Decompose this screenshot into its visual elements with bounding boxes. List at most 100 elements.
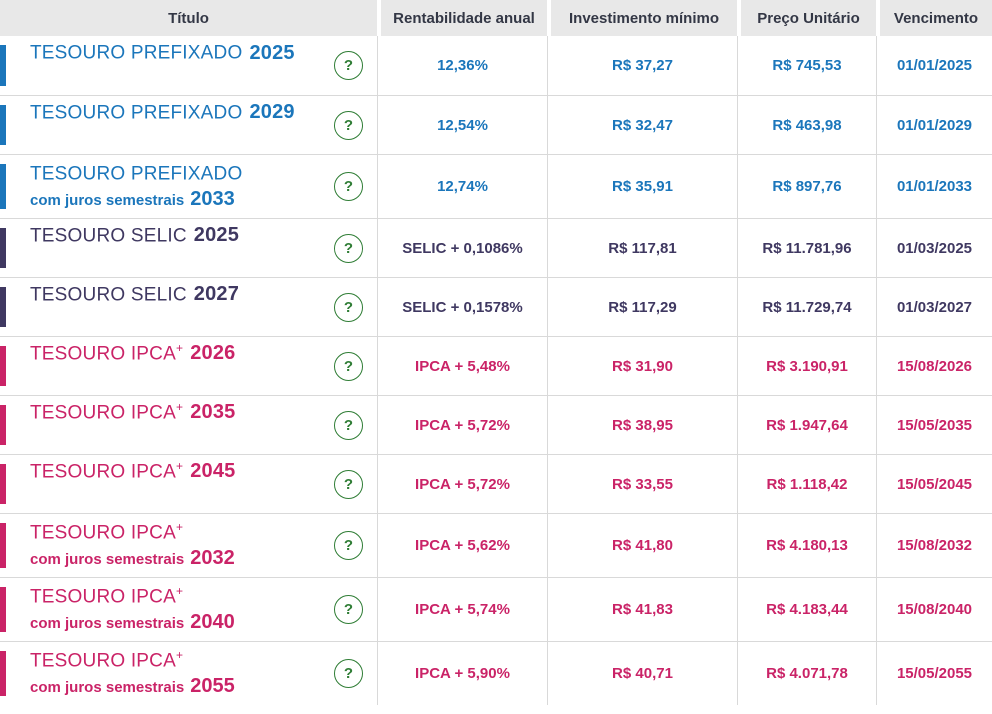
rentabilidade-value: SELIC + 0,1578% (377, 278, 547, 336)
bond-name: TESOURO PREFIXADO (30, 42, 243, 64)
bond-title: TESOURO IPCA+ 2035 (30, 400, 236, 450)
bond-title-cell: TESOURO PREFIXADO 2025 ? (0, 36, 377, 95)
help-button[interactable]: ? (334, 351, 363, 381)
investimento-value: R$ 37,27 (547, 36, 737, 95)
bond-subtitle-line: com juros semestrais 2033 (30, 187, 249, 212)
vencimento-value: 01/01/2033 (876, 155, 992, 218)
bond-title-cell: TESOURO IPCA+ 2026 ? (0, 337, 377, 395)
help-button[interactable]: ? (334, 233, 363, 263)
bond-subtitle-line (30, 66, 295, 91)
bond-color-bar (0, 523, 6, 568)
investimento-value: R$ 40,71 (547, 642, 737, 705)
bond-title: TESOURO PREFIXADO 2029 (30, 100, 295, 150)
preco-value: R$ 4.180,13 (737, 514, 876, 577)
table-row: TESOURO IPCA+ com juros semestrais 2055 ?… (0, 641, 992, 705)
question-icon: ? (343, 57, 354, 74)
investimento-value: R$ 41,83 (547, 578, 737, 641)
bond-name: TESOURO IPCA (30, 522, 176, 544)
table-row: TESOURO PREFIXADO 2029 ? 12,54% R$ 32,47 … (0, 95, 992, 154)
preco-value: R$ 463,98 (737, 96, 876, 154)
bond-subtitle-line (30, 307, 239, 332)
bond-year-line2: 2032 (190, 546, 235, 569)
bond-color-bar (0, 405, 6, 445)
bond-title: TESOURO PREFIXADO com juros semestrais 20… (30, 161, 249, 211)
investimento-value: R$ 32,47 (547, 96, 737, 154)
plus-sign: + (175, 458, 184, 473)
bond-title: TESOURO IPCA+ 2045 (30, 459, 236, 509)
bond-year-line2: 2033 (190, 187, 235, 210)
help-button[interactable]: ? (334, 531, 363, 560)
help-button[interactable]: ? (334, 51, 363, 80)
table-row: TESOURO IPCA+ 2026 ? IPCA + 5,48% R$ 31,9… (0, 336, 992, 395)
preco-value: R$ 897,76 (737, 155, 876, 218)
bond-color-bar (0, 228, 6, 268)
question-icon: ? (343, 239, 354, 257)
investimento-value: R$ 41,80 (547, 514, 737, 577)
bond-subtitle-line: com juros semestrais 2055 (30, 674, 235, 699)
rentabilidade-value: IPCA + 5,62% (377, 514, 547, 577)
investimento-value: R$ 38,95 (547, 396, 737, 454)
question-icon: ? (343, 475, 354, 493)
rentabilidade-value: IPCA + 5,90% (377, 642, 547, 705)
bond-name-line: TESOURO SELIC 2025 (30, 223, 239, 248)
investimento-value: R$ 117,29 (547, 278, 737, 336)
vencimento-value: 01/03/2025 (876, 219, 992, 277)
bond-title-cell: TESOURO PREFIXADO 2029 ? (0, 96, 377, 154)
table-row: TESOURO PREFIXADO com juros semestrais 20… (0, 154, 992, 218)
column-header-preco: Preço Unitário (737, 0, 876, 36)
help-button[interactable]: ? (334, 659, 363, 688)
bond-subtitle: com juros semestrais (30, 191, 185, 209)
bond-name-line: TESOURO IPCA+ (30, 584, 235, 609)
table-row: TESOURO IPCA+ com juros semestrais 2032 ?… (0, 513, 992, 577)
vencimento-value: 01/01/2029 (876, 96, 992, 154)
vencimento-value: 15/05/2055 (876, 642, 992, 705)
bond-subtitle-line (30, 366, 236, 391)
vencimento-value: 01/01/2025 (876, 36, 992, 95)
help-button[interactable]: ? (334, 410, 363, 440)
question-icon: ? (343, 116, 354, 134)
bond-subtitle: com juros semestrais (30, 614, 185, 632)
bond-title: TESOURO IPCA+ 2026 (30, 341, 236, 391)
bond-title: TESOURO IPCA+ com juros semestrais 2032 (30, 520, 235, 570)
bond-subtitle: com juros semestrais (30, 550, 185, 568)
plus-sign: + (175, 399, 184, 414)
vencimento-value: 15/08/2026 (876, 337, 992, 395)
bond-year: 2026 (190, 342, 236, 365)
bond-name: TESOURO IPCA (30, 402, 176, 424)
bond-name: TESOURO SELIC (30, 225, 187, 247)
bond-title-cell: TESOURO SELIC 2025 ? (0, 219, 377, 277)
preco-value: R$ 4.071,78 (737, 642, 876, 705)
preco-value: R$ 4.183,44 (737, 578, 876, 641)
plus-sign: + (175, 340, 184, 355)
bond-name-line: TESOURO PREFIXADO 2025 (30, 40, 295, 65)
rentabilidade-value: IPCA + 5,72% (377, 396, 547, 454)
column-header-vencimento: Vencimento (876, 0, 992, 36)
bond-name-line: TESOURO IPCA+ 2035 (30, 400, 236, 425)
bond-title: TESOURO SELIC 2025 (30, 223, 239, 273)
column-header-rentabilidade: Rentabilidade anual (377, 0, 547, 36)
investimento-value: R$ 31,90 (547, 337, 737, 395)
bond-year-line2: 2040 (190, 610, 235, 633)
bond-color-bar (0, 105, 6, 145)
help-button[interactable]: ? (334, 595, 363, 624)
table-row: TESOURO IPCA+ com juros semestrais 2040 ?… (0, 577, 992, 641)
question-icon: ? (343, 537, 354, 554)
rentabilidade-value: IPCA + 5,72% (377, 455, 547, 513)
help-button[interactable]: ? (334, 172, 363, 201)
bond-subtitle-line: com juros semestrais 2040 (30, 610, 235, 635)
bond-name: TESOURO PREFIXADO (30, 102, 243, 124)
bond-color-bar (0, 164, 6, 209)
bond-name-line: TESOURO PREFIXADO 2029 (30, 100, 295, 125)
preco-value: R$ 1.118,42 (737, 455, 876, 513)
table-row: TESOURO PREFIXADO 2025 ? 12,36% R$ 37,27 … (0, 36, 992, 95)
vencimento-value: 15/05/2045 (876, 455, 992, 513)
help-button[interactable]: ? (334, 292, 363, 322)
help-button[interactable]: ? (334, 110, 363, 140)
rentabilidade-value: 12,74% (377, 155, 547, 218)
table-row: TESOURO IPCA+ 2045 ? IPCA + 5,72% R$ 33,5… (0, 454, 992, 513)
vencimento-value: 01/03/2027 (876, 278, 992, 336)
vencimento-value: 15/08/2032 (876, 514, 992, 577)
investimento-value: R$ 117,81 (547, 219, 737, 277)
help-button[interactable]: ? (334, 469, 363, 499)
bond-title-cell: TESOURO IPCA+ 2035 ? (0, 396, 377, 454)
